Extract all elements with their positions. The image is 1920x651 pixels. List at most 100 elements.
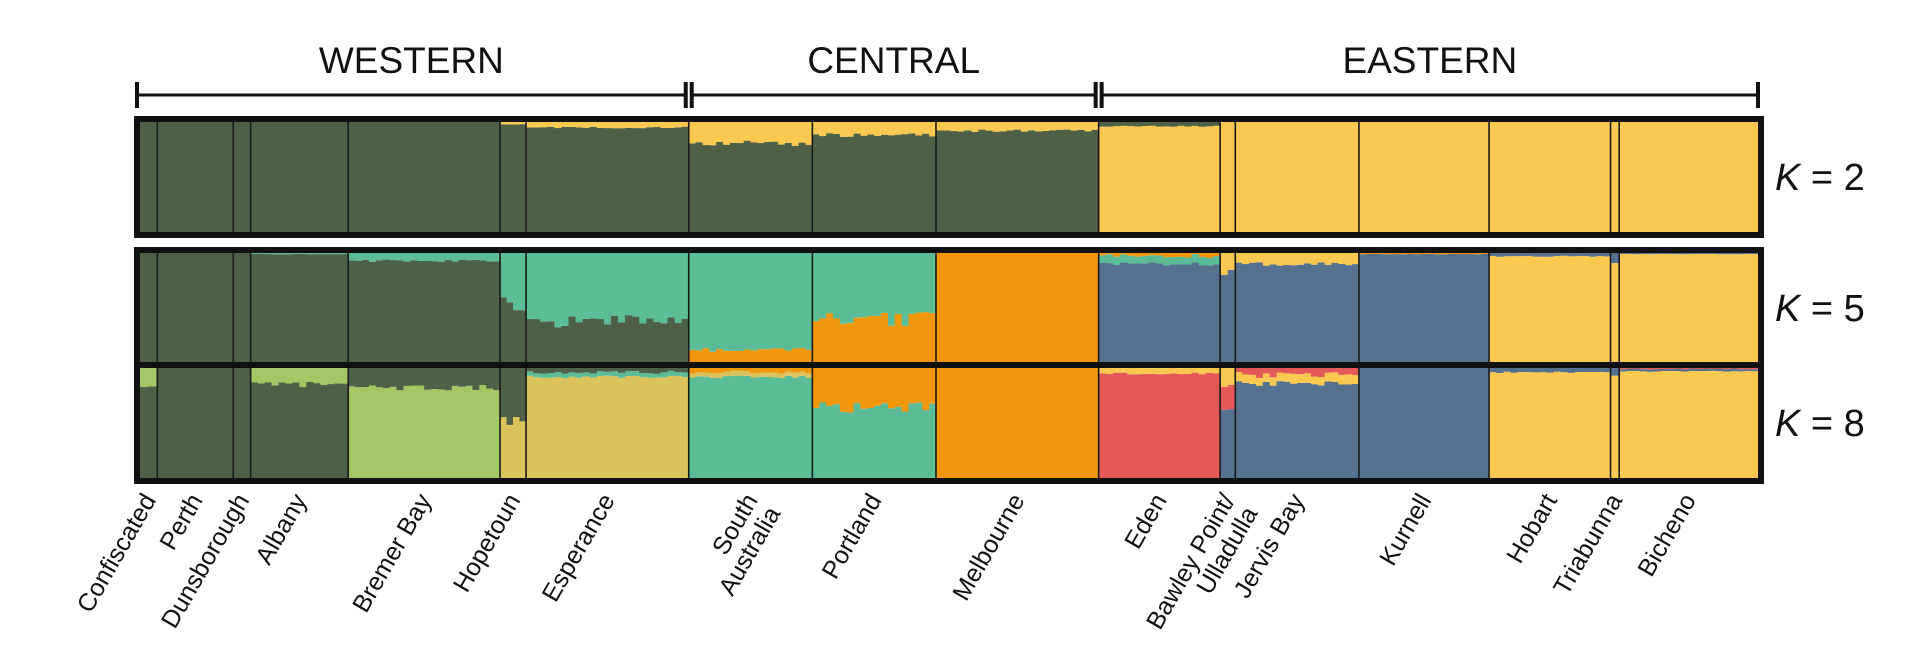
admixture-bar-orange (702, 368, 710, 373)
admixture-bar-orange (1091, 253, 1100, 363)
admixture-bar-slate_blue (1441, 254, 1449, 363)
admixture-bar-slate_blue (1447, 368, 1456, 478)
admixture-bar-khaki (575, 377, 584, 478)
admixture-bar-orange (1013, 253, 1022, 363)
admixture-bar-dark_green (1056, 129, 1064, 232)
admixture-bar-orange (826, 313, 834, 363)
admixture-bar-slate_blue (1688, 368, 1697, 372)
admixture-bar-teal (618, 253, 626, 323)
pop-label-bremer-bay: Bremer Bay (347, 489, 437, 618)
admixture-bar-dark_green (632, 128, 640, 232)
admixture-bar-slate_blue (1589, 253, 1597, 257)
admixture-bar-yellow (1441, 122, 1449, 232)
admixture-bar-slate_blue (1324, 381, 1333, 478)
admixture-bar-yellow (853, 122, 862, 134)
admixture-bar-teal (506, 253, 514, 303)
admixture-bar-slate_blue (1352, 383, 1360, 478)
admixture-bar-dark_green (764, 141, 772, 232)
admixture-bar-slate_blue (1681, 253, 1690, 255)
admixture-bar-yellow (1198, 368, 1207, 375)
admixture-bar-dark_green (140, 386, 150, 478)
pop-segment-eden (1098, 253, 1221, 363)
admixture-bar-dark_green (646, 127, 654, 232)
admixture-bar-dark_green (285, 254, 294, 363)
admixture-bar-dark_green (874, 135, 882, 232)
admixture-bar-slate_blue (1695, 253, 1704, 254)
admixture-bar-dark_green (205, 368, 214, 478)
admixture-bar-dark_green (596, 368, 605, 372)
admixture-bar-dark_green (632, 368, 640, 372)
admixture-bar-dark_green (403, 122, 411, 232)
admixture-bar-slate_blue (1454, 254, 1463, 363)
admixture-bar-yellow (1468, 122, 1476, 232)
admixture-bar-teal (493, 253, 501, 262)
admixture-bar-teal (618, 372, 626, 378)
admixture-bar-teal (881, 253, 889, 313)
admixture-bar-dark_green (575, 368, 584, 373)
admixture-bar-slate_blue (1191, 262, 1200, 363)
admixture-bar-slate_blue (1489, 368, 1497, 373)
admixture-bar-dark_green (451, 261, 460, 363)
admixture-bar-khaki (667, 375, 676, 478)
admixture-bar-slate_blue (1737, 369, 1745, 372)
admixture-bar-yellow (1716, 122, 1724, 232)
admixture-bar-yellow (1205, 368, 1214, 373)
admixture-bar-yellow (1303, 373, 1312, 383)
admixture-bar-slate_blue (1646, 253, 1655, 255)
admixture-bar-orange (716, 368, 724, 374)
admixture-bar-yellow (1619, 371, 1627, 478)
admixture-bar-dark_green (410, 368, 418, 386)
admixture-bar-yellow (1589, 256, 1597, 363)
admixture-bar-dark_green (805, 144, 813, 232)
admixture-bar-yellow (729, 122, 738, 143)
admixture-bar-dark_green (389, 122, 398, 232)
admixture-bar-yellow (1633, 254, 1641, 363)
admixture-bar-dark_green (1177, 122, 1185, 126)
admixture-bar-red (1141, 373, 1150, 478)
admixture-bar-slate_blue (1372, 253, 1381, 363)
admixture-bar-dark_green (625, 315, 633, 363)
admixture-bar-teal (874, 405, 882, 478)
admixture-bar-slate_blue (1560, 253, 1569, 256)
admixture-bar-orange (943, 368, 951, 478)
admixture-bar-slate_blue (1220, 409, 1229, 478)
admixture-bar-orange (1427, 253, 1435, 254)
admixture-bar-orange (1212, 253, 1221, 257)
admixture-bar-dark_green (646, 318, 654, 363)
admixture-bar-yellow (667, 122, 676, 128)
admixture-bar-yellow (1249, 253, 1257, 263)
admixture-bar-orange (1365, 253, 1374, 255)
admixture-bar-slate_blue (1324, 264, 1333, 363)
admixture-bar-yellow (632, 122, 640, 129)
admixture-bar-yellow (1640, 122, 1648, 232)
admixture-bar-red (1134, 374, 1143, 478)
admixture-bar-yellow (540, 122, 548, 128)
admixture-bar-slate_blue (1653, 369, 1662, 372)
admixture-bar-yellow (1640, 253, 1648, 363)
admixture-bar-khaki (764, 372, 772, 377)
admixture-bar-slate_blue (1427, 253, 1435, 363)
admixture-bar-yellow (1454, 122, 1463, 232)
admixture-bar-dark_green (241, 253, 252, 363)
admixture-bar-teal (798, 375, 807, 478)
admixture-bar-yellow (1006, 122, 1015, 131)
admixture-bar-yellow (1751, 122, 1759, 232)
admixture-bar-yellow (1276, 122, 1284, 232)
admixture-bar-dark_green (674, 323, 683, 363)
admixture-bar-teal (674, 372, 683, 376)
admixture-bar-dark_green (198, 368, 207, 478)
admixture-bar-yellow (1227, 122, 1236, 232)
admixture-bar-red (1205, 372, 1214, 478)
admixture-bar-dark_green (164, 253, 172, 363)
pop-segment-albany (250, 368, 349, 478)
admixture-bar-slate_blue (1105, 263, 1114, 363)
admixture-bar-teal (653, 373, 662, 378)
admixture-bar-dark_green (887, 135, 896, 232)
admixture-bar-red (1709, 368, 1717, 369)
admixture-bar-teal (667, 253, 676, 318)
admixture-bar-teal (547, 253, 555, 322)
panel-k=5: K = 5 (134, 247, 1865, 369)
pop-segment-melbourne (935, 122, 1100, 232)
admixture-bar-dark_green (1006, 130, 1015, 232)
admixture-bar-slate_blue (1420, 254, 1429, 363)
